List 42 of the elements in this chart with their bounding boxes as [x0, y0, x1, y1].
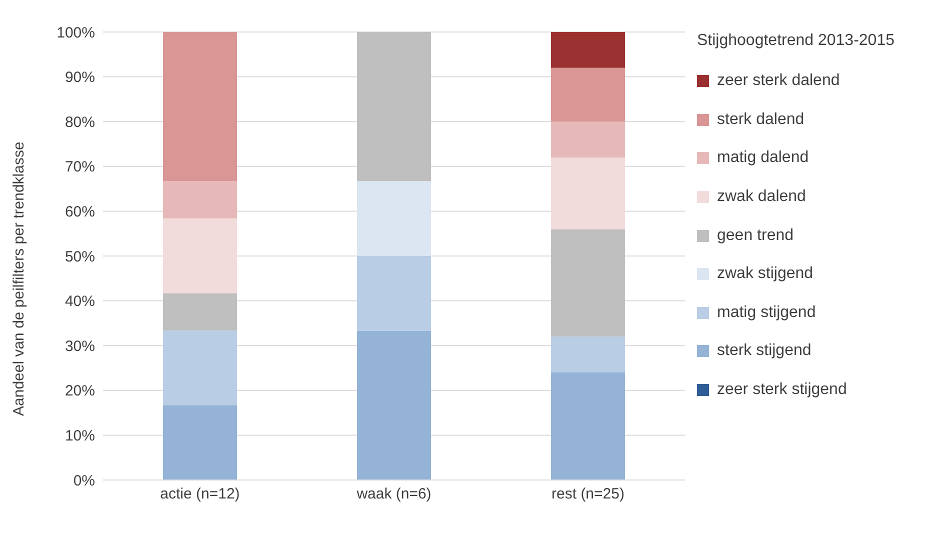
- y-axis-title: Aandeel van de peilfilters per trendklasse: [10, 142, 28, 416]
- y-tick-label: 10%: [64, 428, 95, 445]
- bar: [551, 157, 625, 230]
- bar: [163, 32, 237, 182]
- bar: [357, 256, 431, 331]
- y-tick-label: 80%: [64, 114, 95, 131]
- y-tick-label: 40%: [64, 293, 95, 310]
- bar: [163, 405, 237, 480]
- bar: [551, 68, 625, 122]
- bar: [163, 330, 237, 406]
- y-tick-label: 90%: [64, 69, 95, 86]
- bar: [551, 372, 625, 480]
- bar: [163, 218, 237, 294]
- bar: [357, 181, 431, 256]
- bar: [163, 293, 237, 330]
- legend-label: zwak stijgend: [717, 265, 814, 284]
- legend-label: sterk stijgend: [717, 342, 812, 360]
- x-tick-label: rest (n=25): [552, 486, 624, 503]
- y-tick-label: 60%: [64, 204, 95, 221]
- x-tick-label: actie (n=12): [160, 486, 240, 503]
- legend-label: zeer sterk stijgend: [717, 381, 847, 400]
- legend-label: geen trend: [717, 226, 794, 245]
- bar: [551, 32, 625, 68]
- y-tick-label: 70%: [64, 158, 95, 176]
- bar: [357, 32, 431, 182]
- legend-label: zwak dalend: [717, 188, 806, 206]
- bar: [551, 229, 625, 337]
- bar: [551, 336, 625, 372]
- y-tick-label: 100%: [56, 24, 95, 42]
- bar: [163, 181, 237, 218]
- legend-label: matig dalend: [717, 149, 809, 168]
- bar: [357, 330, 431, 480]
- y-tick-label: 50%: [64, 248, 95, 266]
- legend-label: zeer sterk dalend: [717, 72, 840, 90]
- bar: [551, 122, 625, 158]
- legend-label: sterk dalend: [717, 110, 804, 129]
- y-tick-label: 0%: [73, 472, 95, 490]
- y-tick-label: 30%: [64, 338, 95, 355]
- legend-label: matig stijgend: [717, 304, 816, 322]
- y-tick-label: 20%: [64, 382, 95, 400]
- x-tick-label: waak (n=6): [356, 486, 432, 503]
- legend-title: Stijghoogtetrend 2013-2015: [697, 32, 896, 50]
